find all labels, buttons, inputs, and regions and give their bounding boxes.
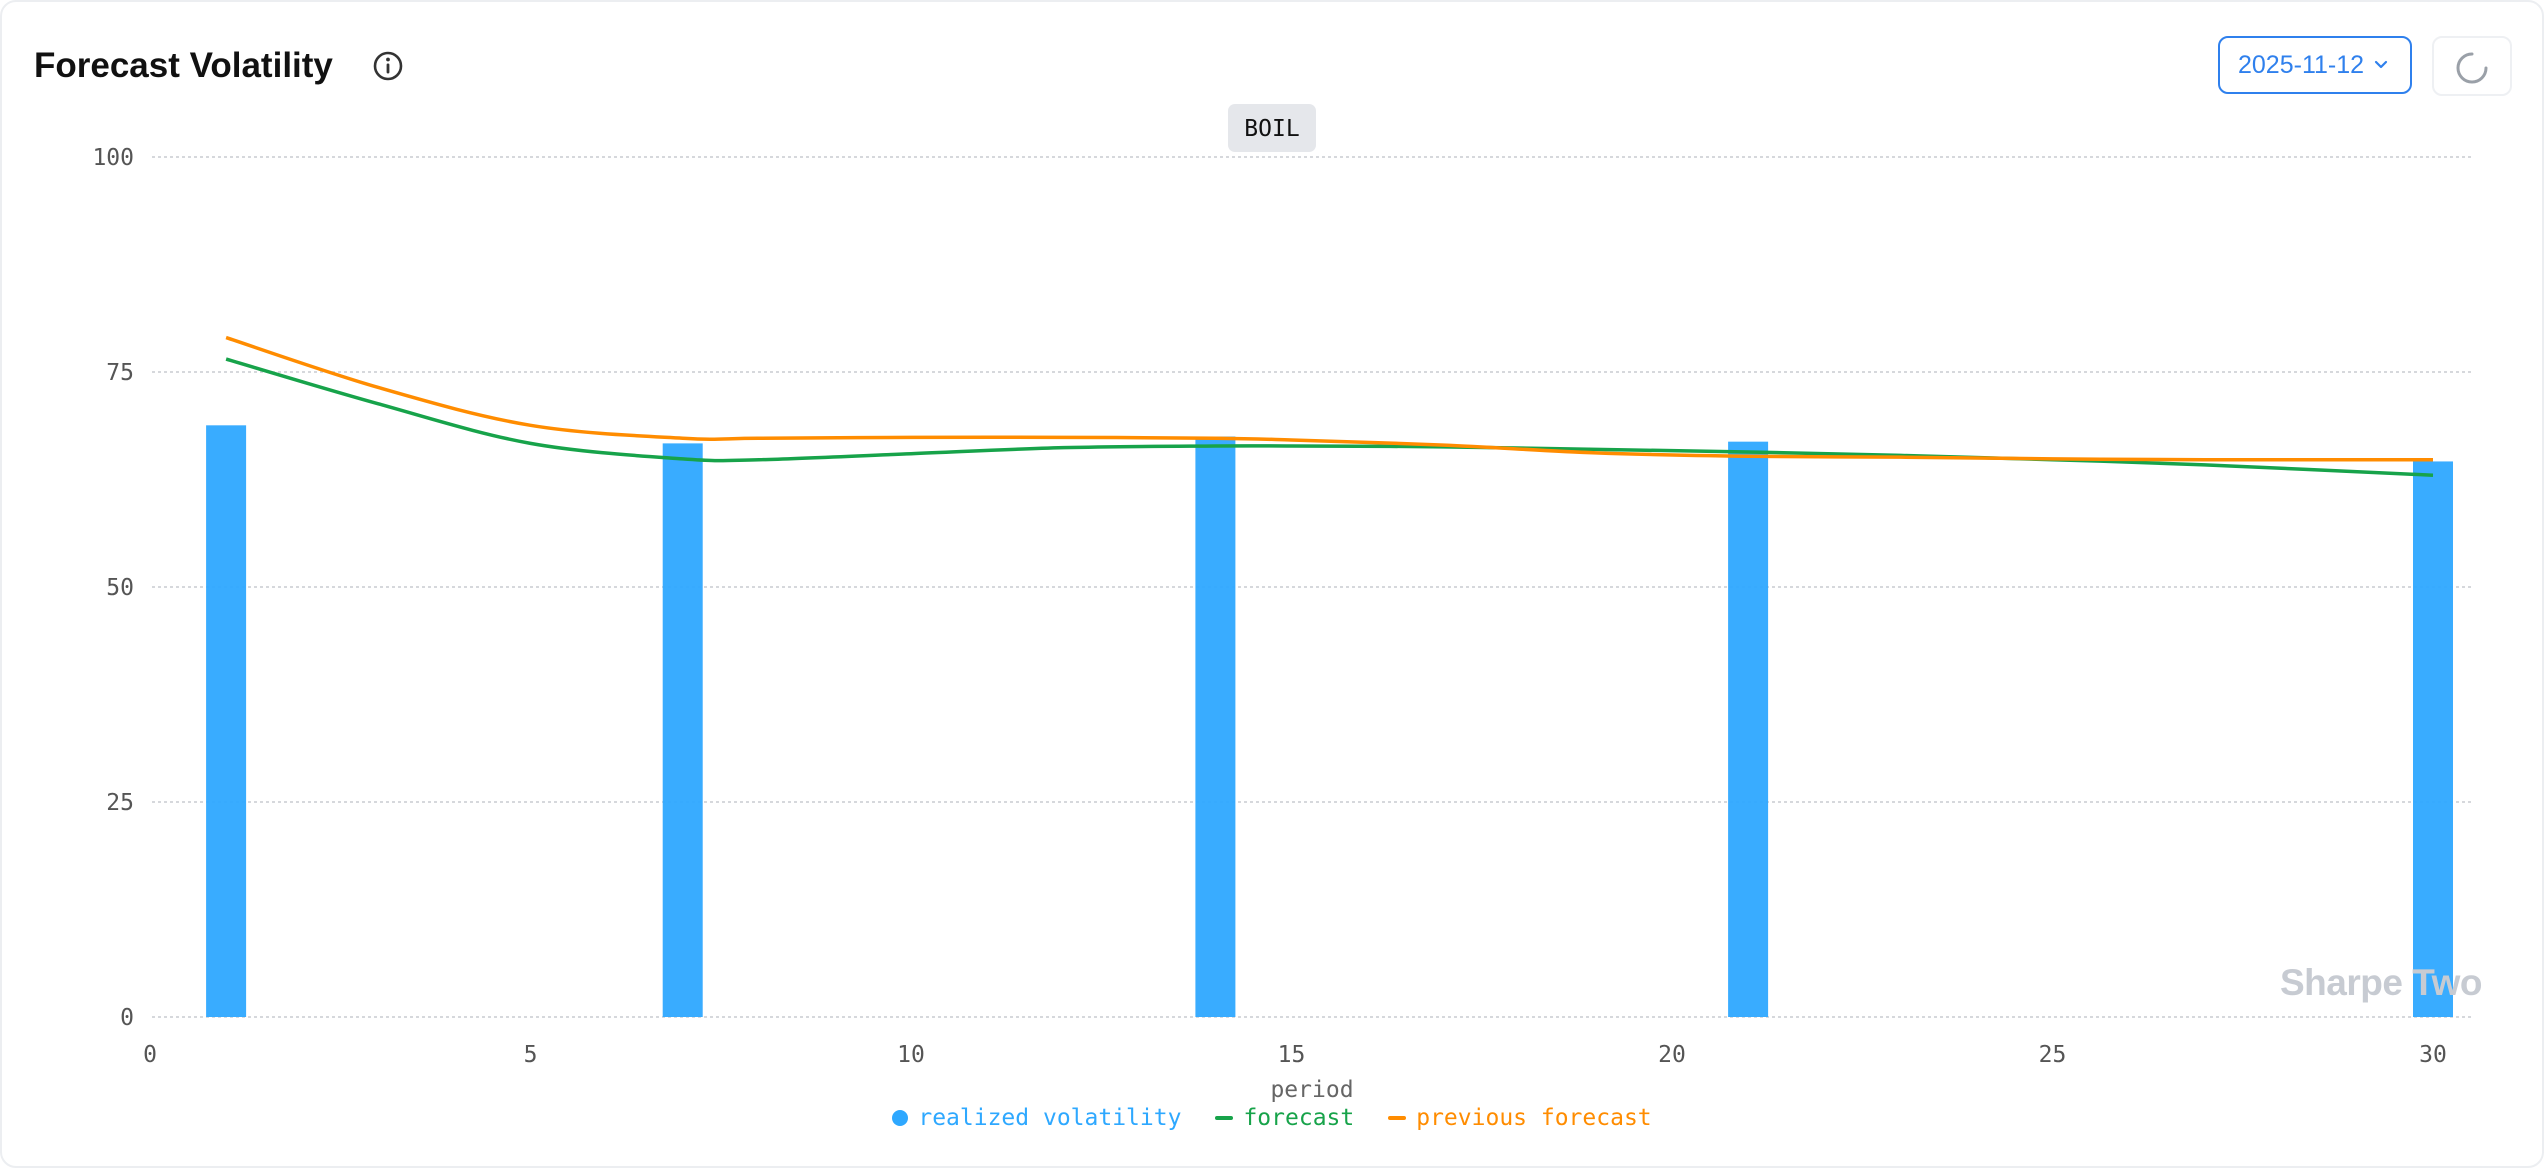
spinner-icon <box>2456 52 2488 84</box>
legend-item-forecast[interactable]: forecast <box>1215 1105 1354 1131</box>
chart-title: BOIL <box>1244 116 1299 142</box>
x-tick-label: 25 <box>2039 1042 2067 1068</box>
x-tick-label: 0 <box>143 1042 157 1068</box>
y-tick-label: 75 <box>106 360 134 386</box>
bar <box>1728 441 1769 1017</box>
chart-legend: realized volatility forecast previous fo… <box>0 1101 2544 1135</box>
bar <box>662 443 703 1017</box>
chevron-down-icon <box>2374 60 2388 69</box>
y-tick-label: 100 <box>92 145 134 171</box>
legend-line-icon <box>1388 1116 1407 1120</box>
legend-item-previous[interactable]: previous forecast <box>1388 1105 1652 1131</box>
watermark: Sharpe Two <box>2280 962 2482 1003</box>
x-tick-label: 15 <box>1278 1042 1306 1068</box>
y-tick-label: 0 <box>120 1005 134 1031</box>
refresh-button[interactable] <box>2432 36 2512 96</box>
x-tick-label: 5 <box>524 1042 538 1068</box>
legend-dot-icon <box>892 1110 909 1126</box>
date-select-value: 2025-11-12 <box>2238 50 2365 79</box>
bar <box>206 425 247 1017</box>
legend-item-realized[interactable]: realized volatility <box>892 1105 1181 1131</box>
previous-forecast-line <box>225 335 2434 462</box>
bar <box>1195 436 1236 1017</box>
legend-line-icon <box>1215 1116 1234 1120</box>
x-tick-label: 20 <box>1658 1042 1686 1068</box>
x-tick-label: 10 <box>897 1042 925 1068</box>
x-tick-label: 30 <box>2419 1042 2447 1068</box>
y-tick-label: 50 <box>106 575 134 601</box>
legend-label-previous: previous forecast <box>1416 1105 1652 1131</box>
bar <box>2413 461 2453 1017</box>
info-icon[interactable] <box>370 48 406 84</box>
date-select[interactable]: 2025-11-12 <box>2218 36 2412 94</box>
y-tick-label: 25 <box>106 790 134 816</box>
legend-label-realized: realized volatility <box>918 1105 1182 1131</box>
page-title: Forecast Volatility <box>34 46 333 85</box>
legend-label-forecast: forecast <box>1243 1105 1355 1131</box>
x-axis-label: period <box>1270 1077 1353 1103</box>
chart-title-badge <box>1228 104 1316 152</box>
